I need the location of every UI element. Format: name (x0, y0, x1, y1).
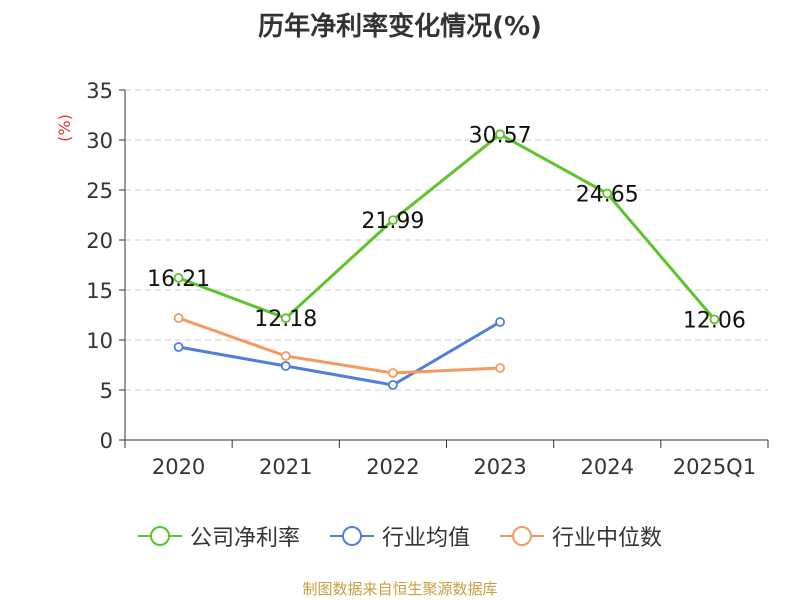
label-layer: 16.21 12.18 21.99 30.57 24.65 12.06 (147, 123, 746, 333)
series-line (178, 132, 716, 321)
y-tick-label: 0 (100, 429, 113, 453)
data-point (495, 129, 505, 140)
data-point (280, 313, 291, 324)
y-axis-label: (%) (55, 114, 74, 142)
x-tick-label: 2021 (259, 455, 312, 479)
data-point (495, 317, 505, 327)
y-tick-label: 20 (86, 229, 113, 253)
legend: 公司净利率 行业均值 行业中位数 (0, 520, 800, 552)
data-point (388, 368, 398, 378)
data-point (495, 363, 505, 373)
legend-label-industry-median: 行业中位数 (552, 526, 663, 551)
x-tick-label: 2022 (366, 455, 419, 479)
data-point (280, 361, 291, 371)
y-tick-label: 5 (100, 379, 113, 403)
data-label: 21.99 (361, 209, 424, 234)
series-line (178, 316, 501, 375)
data-point (602, 188, 613, 199)
chart-title: 历年净利率变化情况(%) (258, 12, 542, 42)
legend-marker-industry-median (500, 526, 544, 546)
data-point (388, 380, 398, 390)
data-label: 12.18 (254, 307, 317, 332)
legend-marker-company (137, 526, 182, 546)
data-point (173, 272, 184, 283)
axis-layer: 0 5 10 15 20 25 30 35 2020 2021 2022 2023 2024 2025Q1… (55, 79, 769, 479)
y-tick-label: 15 (86, 279, 113, 303)
y-tick-label: 35 (86, 79, 113, 103)
data-label: 30.57 (469, 123, 532, 148)
legend-label-industry-mean: 行业均值 (381, 526, 470, 551)
y-tick-label: 10 (86, 329, 113, 353)
x-tick-label: 2020 (152, 455, 205, 479)
data-point (173, 342, 184, 352)
data-point (173, 313, 184, 323)
data-label: 12.06 (683, 308, 746, 333)
x-tick-label: 2025Q1 (673, 455, 756, 479)
y-tick-label: 30 (86, 129, 113, 153)
data-point (709, 314, 720, 325)
source-note: 制图数据来自恒生聚源数据库 (302, 580, 498, 598)
legend-marker-industry-mean (329, 526, 374, 546)
legend-item-industry-median[interactable]: 行业中位数 (500, 520, 662, 552)
grid-layer (125, 89, 768, 391)
series-layer (173, 129, 720, 390)
legend-item-industry-mean[interactable]: 行业均值 (329, 520, 470, 552)
data-point (388, 215, 398, 226)
data-label: 24.65 (576, 183, 639, 208)
legend-item-company[interactable]: 公司净利率 (137, 520, 300, 552)
y-tick-label: 25 (86, 179, 113, 203)
data-point (280, 351, 291, 361)
x-tick-label: 2023 (473, 455, 526, 479)
x-tick-label: 2024 (581, 455, 634, 479)
legend-label-company: 公司净利率 (189, 526, 300, 551)
series-line (178, 320, 501, 387)
data-label: 16.21 (147, 267, 210, 292)
